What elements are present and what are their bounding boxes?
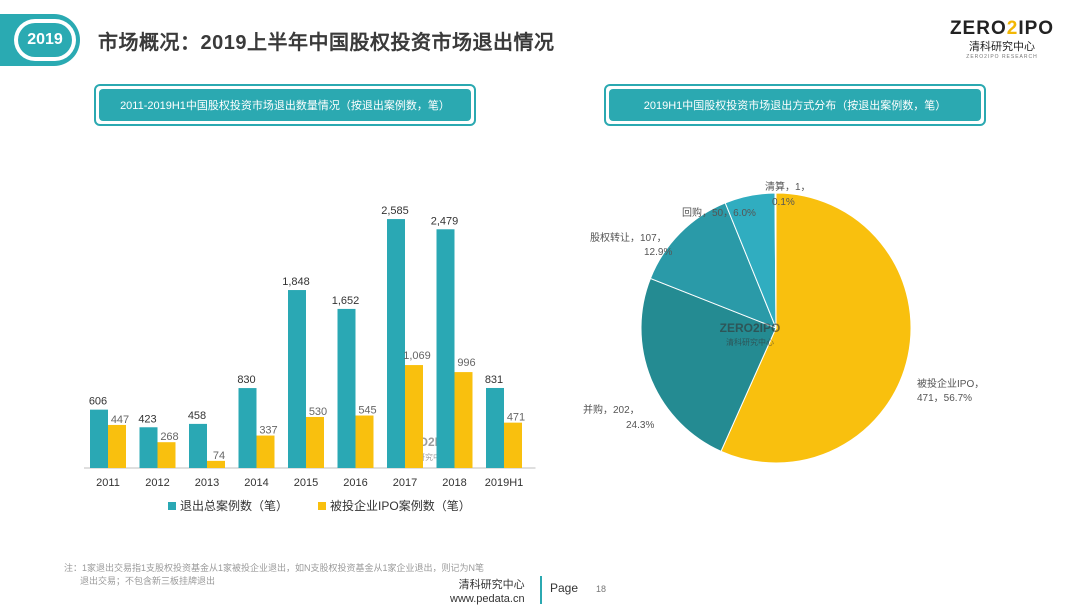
x-tick-label: 2011 bbox=[96, 477, 120, 489]
data-label-ipo: 447 bbox=[111, 414, 129, 426]
data-label-total: 458 bbox=[188, 410, 206, 422]
pie-slice bbox=[774, 192, 777, 329]
footnote: 注：1家退出交易指1支股权投资基金从1家被投企业退出，如N支股权投资基金从1家企… bbox=[64, 562, 544, 588]
year-badge: 2019 bbox=[0, 14, 80, 66]
page-title: 市场概况：2019上半年中国股权投资市场退出情况 bbox=[98, 32, 555, 54]
bar-ipo bbox=[108, 424, 126, 468]
bar-total bbox=[189, 423, 207, 468]
brand-logo: ZERO2IPO 清科研究中心 ZERO2IPO RESEARCH bbox=[946, 18, 1058, 60]
pie-slice bbox=[720, 192, 912, 464]
bar-ipo bbox=[355, 415, 374, 468]
logo-brand-mark: 2 bbox=[1006, 18, 1019, 39]
footnote-line-2: 退出交易；不包含新三板挂牌退出 bbox=[80, 576, 216, 586]
pie-label: 股权转让，107， bbox=[590, 231, 667, 244]
footer-org-name: 清科研究中心 bbox=[458, 579, 525, 591]
data-label-ipo: 337 bbox=[259, 425, 277, 437]
pie-label-value: 0.1% bbox=[772, 197, 795, 208]
data-label-ipo: 471 bbox=[507, 412, 525, 424]
legend-item-ipo: 被投企业IPO案例数（笔） bbox=[318, 497, 471, 514]
legend-item-total: 退出总案例数（笔） bbox=[168, 497, 288, 514]
bar-chart-title: 2011-2019H1中国股权投资市场退出数量情况（按退出案例数，笔） bbox=[99, 89, 471, 121]
pie-watermark-cn: 清科研究中心 bbox=[726, 337, 774, 347]
logo-cn: 清科研究中心 bbox=[969, 41, 1035, 53]
data-label-total: 831 bbox=[485, 374, 503, 386]
data-label-total: 1,848 bbox=[282, 276, 310, 288]
bar-total bbox=[288, 290, 306, 468]
legend-label-ipo: 被投企业IPO案例数（笔） bbox=[330, 499, 471, 513]
data-label-total: 423 bbox=[138, 413, 156, 425]
bar-total bbox=[436, 229, 455, 468]
bar-total bbox=[90, 409, 108, 468]
bar-chart-title-box: 2011-2019H1中国股权投资市场退出数量情况（按退出案例数，笔） bbox=[94, 84, 476, 126]
bar-ipo bbox=[207, 460, 225, 468]
pie-slice bbox=[649, 202, 777, 329]
x-tick-label: 2019H1 bbox=[485, 477, 524, 489]
pie-label-value: 12.9% bbox=[644, 247, 672, 258]
data-label-total: 2,585 bbox=[381, 205, 409, 217]
bar-ipo bbox=[405, 365, 423, 468]
footer-divider bbox=[540, 576, 542, 604]
data-label-total: 606 bbox=[89, 396, 107, 408]
bar-ipo bbox=[157, 442, 176, 468]
bar-total bbox=[238, 388, 257, 468]
pie-chart: 被投企业IPO， 471，56.7% 并购，202， 24.3% 股权转让，107， 12… bbox=[583, 180, 980, 464]
data-label-total: 1,652 bbox=[332, 295, 360, 307]
x-tick-label: 2013 bbox=[195, 477, 219, 489]
bar-ipo bbox=[504, 422, 522, 468]
logo-brand-right: IPO bbox=[1018, 18, 1055, 39]
logo-en: ZERO2IPO RESEARCH bbox=[966, 54, 1038, 60]
bar-total bbox=[486, 387, 504, 468]
x-tick-label: 2014 bbox=[244, 477, 268, 489]
data-label-ipo: 268 bbox=[160, 431, 178, 443]
pie-chart-title: 2019H1中国股权投资市场退出方式分布（按退出案例数，笔） bbox=[609, 89, 981, 121]
x-tick-label: 2018 bbox=[442, 477, 466, 489]
bar-ipo bbox=[306, 416, 324, 468]
logo-brand-left: ZERO bbox=[949, 18, 1007, 39]
bar-chart: ZERO2IPO清科研究中心60644720114232682012458742… bbox=[84, 205, 536, 489]
data-label-ipo: 545 bbox=[358, 405, 376, 417]
x-tick-label: 2012 bbox=[145, 477, 169, 489]
bar-total bbox=[387, 219, 405, 468]
data-label-ipo: 996 bbox=[457, 357, 475, 369]
bar-watermark-cn: 清科研究中心 bbox=[401, 452, 449, 462]
data-label-ipo: 1,069 bbox=[403, 350, 431, 362]
bar-ipo bbox=[256, 435, 275, 468]
bar-ipo bbox=[454, 372, 473, 468]
legend-label-total: 退出总案例数（笔） bbox=[180, 499, 289, 513]
data-label-ipo: 74 bbox=[213, 450, 225, 462]
bar-total bbox=[337, 308, 356, 468]
pie-label-value: 471，56.7% bbox=[917, 393, 972, 404]
bar-total bbox=[139, 427, 158, 468]
pie-slice bbox=[640, 277, 777, 452]
data-label-ipo: 530 bbox=[309, 406, 327, 418]
legend-swatch-total bbox=[168, 501, 176, 510]
pie-label: 被投企业IPO， bbox=[917, 377, 980, 390]
data-label-total: 2,479 bbox=[431, 215, 459, 227]
x-tick-label: 2017 bbox=[393, 477, 417, 489]
footer-page-label: Page bbox=[550, 581, 579, 595]
footer-org: 清科研究中心 www.pedata.cn bbox=[450, 578, 525, 606]
footnote-line-1: 注：1家退出交易指1支股权投资基金从1家被投企业退出，如N支股权投资基金从1家企… bbox=[64, 563, 485, 573]
x-tick-label: 2015 bbox=[294, 477, 318, 489]
legend-swatch-ipo bbox=[318, 501, 327, 510]
x-tick-label: 2016 bbox=[343, 477, 367, 489]
bar-chart-legend: 退出总案例数（笔） 被投企业IPO案例数（笔） bbox=[168, 497, 471, 514]
pie-label: 清算，1， bbox=[765, 180, 811, 193]
pie-label-value: 24.3% bbox=[626, 420, 654, 431]
footer-page-number: 18 bbox=[596, 584, 607, 594]
pie-label: 并购，202， bbox=[583, 403, 640, 416]
pie-chart-title-box: 2019H1中国股权投资市场退出方式分布（按退出案例数，笔） bbox=[604, 84, 986, 126]
pie-watermark-brand: ZERO2IPO bbox=[720, 321, 781, 335]
pie-label: 回购，50，6.0% bbox=[682, 206, 756, 219]
data-label-total: 830 bbox=[237, 374, 255, 386]
year-badge-label: 2019 bbox=[18, 23, 72, 57]
footer-url: www.pedata.cn bbox=[450, 593, 525, 605]
